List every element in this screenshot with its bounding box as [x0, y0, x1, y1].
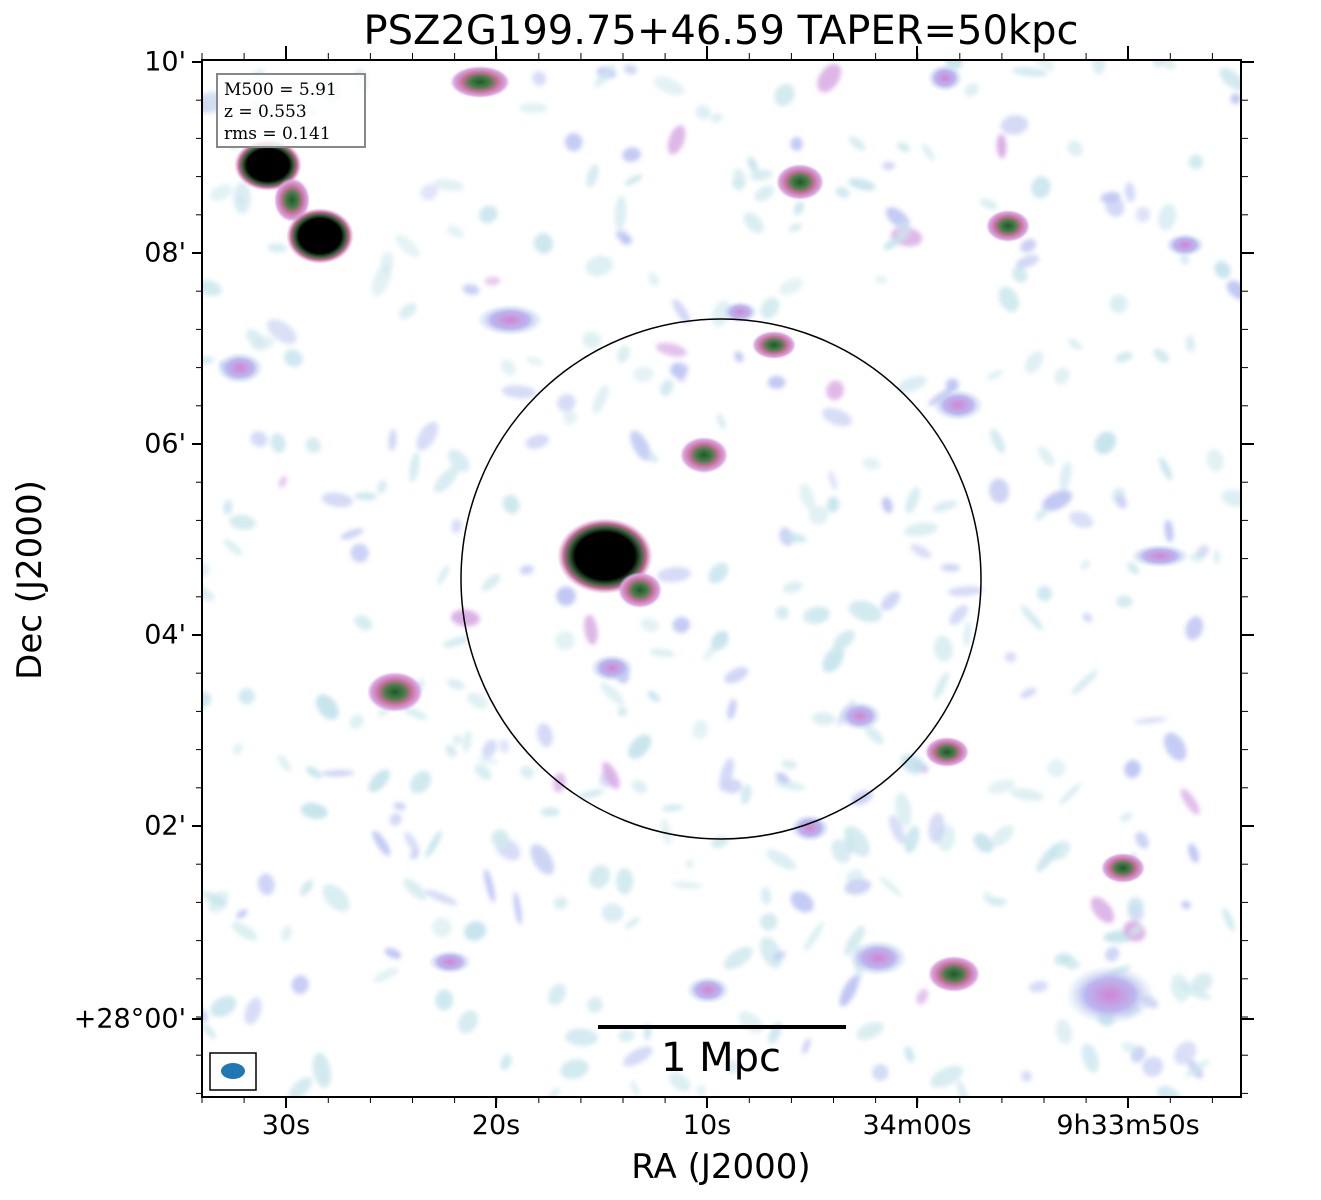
x-tick-label: 20s: [471, 1110, 521, 1141]
y-tick-label: 08': [144, 237, 186, 269]
mass-text: M500 = 5.91: [224, 80, 337, 100]
cluster-info-box: M500 = 5.91 z = 0.553 rms = 0.141: [216, 73, 366, 148]
background-noise: [202, 60, 1241, 1097]
map-image: [202, 60, 1241, 1097]
y-axis-label: Dec (J2000): [10, 480, 50, 680]
axis-ticks: [192, 46, 1254, 1108]
x-tick-label: 34m00s: [862, 1110, 972, 1141]
rms-text: rms = 0.141: [224, 124, 331, 144]
x-axis-label: RA (J2000): [631, 1147, 811, 1187]
beam-box: [209, 1052, 257, 1091]
plot-frame: [201, 59, 1242, 1098]
y-tick-label: 06': [144, 428, 186, 460]
y-tick-label: 02': [144, 810, 186, 842]
redshift-text: z = 0.553: [224, 102, 307, 122]
scale-bar-label: 1 Mpc: [660, 1035, 782, 1081]
compact-sources: [216, 64, 1205, 1025]
x-tick-label: 9h33m50s: [1056, 1110, 1200, 1141]
figure-title: PSZ2G199.75+46.59 TAPER=50kpc: [363, 8, 1079, 54]
x-tick-label: 30s: [261, 1110, 311, 1141]
y-tick-label: +28°00': [73, 1003, 186, 1035]
x-tick-label: 10s: [682, 1110, 732, 1141]
y-tick-label: 04': [144, 619, 186, 651]
beam-ellipse: [221, 1063, 245, 1079]
y-tick-label: 10': [144, 46, 186, 78]
r500-circle: [460, 318, 982, 840]
